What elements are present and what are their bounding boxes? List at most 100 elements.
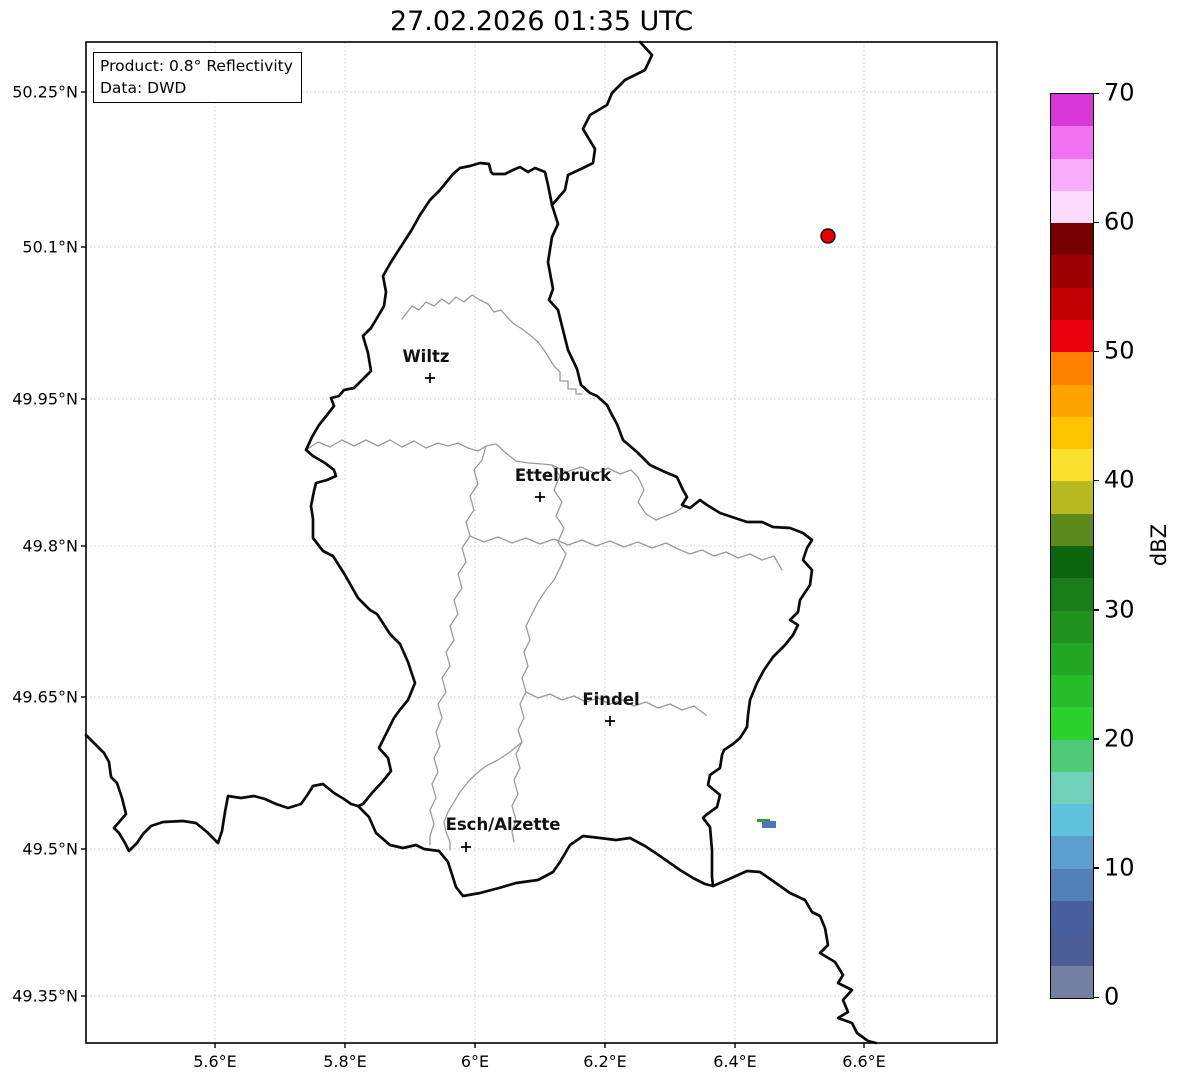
colorbar-segment xyxy=(1051,416,1093,450)
city: Wiltz xyxy=(402,347,450,383)
lon-tick-label: 6.4°E xyxy=(713,1052,757,1071)
lat-tick-label: 50.1°N xyxy=(22,237,78,257)
page-title: 27.02.2026 01:35 UTC xyxy=(389,6,694,37)
country-border-path-east-river xyxy=(546,40,878,1045)
colorbar-segment xyxy=(1051,933,1093,966)
axis-tick-layer xyxy=(81,91,865,1048)
colorbar-tick xyxy=(1094,996,1099,998)
colorbar-tick-label: 60 xyxy=(1104,207,1135,236)
colorbar-tick-label: 40 xyxy=(1104,465,1135,494)
colorbar-tick xyxy=(1094,738,1099,740)
lon-tick-label: 6.6°E xyxy=(842,1052,886,1071)
colorbar-segment xyxy=(1051,804,1093,837)
colorbar-segment xyxy=(1051,255,1093,288)
canton-border-path xyxy=(429,445,487,846)
city: Findel xyxy=(582,690,640,726)
colorbar-segment xyxy=(1051,449,1093,482)
colorbar-segment xyxy=(1051,836,1093,869)
colorbar-segment xyxy=(1051,965,1093,998)
lon-tick-label: 5.8°E xyxy=(323,1052,367,1071)
colorbar-segment xyxy=(1051,901,1093,934)
lat-tick-label: 49.65°N xyxy=(12,687,78,707)
info-box: Product: 0.8° Reflectivity Data: DWD xyxy=(93,52,302,103)
lat-tick-label: 49.8°N xyxy=(22,536,78,556)
lon-tick-label: 5.6°E xyxy=(193,1052,237,1071)
colorbar-tick-label: 30 xyxy=(1104,595,1135,624)
canton-border-path xyxy=(525,691,707,716)
info-box-data-line: Data: DWD xyxy=(100,79,187,97)
lat-tick-label: 49.5°N xyxy=(22,839,78,859)
colorbar-segment xyxy=(1051,94,1093,127)
colorbar-segment xyxy=(1051,126,1093,159)
canton-border-path xyxy=(401,294,583,395)
canton-border-path xyxy=(305,439,553,466)
colorbar-tick-label: 70 xyxy=(1104,78,1135,107)
canton-border-layer xyxy=(305,294,783,851)
city: Ettelbruck xyxy=(515,466,612,502)
city-plus-marker xyxy=(535,492,545,502)
echo-cell xyxy=(757,819,770,822)
colorbar-segment xyxy=(1051,481,1093,514)
colorbar-segment xyxy=(1051,287,1093,320)
country-border-path-west xyxy=(304,172,455,808)
colorbar-segment xyxy=(1051,513,1093,546)
radar-site-dot xyxy=(820,228,836,244)
info-box-product-line: Product: 0.8° Reflectivity xyxy=(100,57,293,75)
canton-border-path xyxy=(469,535,783,571)
colorbar-segment xyxy=(1051,675,1093,708)
colorbar-segment xyxy=(1051,707,1093,740)
colorbar-segment xyxy=(1051,545,1093,579)
colorbar-segment xyxy=(1051,642,1093,676)
colorbar-segment xyxy=(1051,384,1093,417)
colorbar-tick xyxy=(1094,221,1099,224)
colorbar-tick-label: 20 xyxy=(1104,724,1135,753)
colorbar-segment xyxy=(1051,190,1093,224)
city-layer: Wiltz Ettelbruck Findel Esch/Alzette xyxy=(402,347,640,852)
colorbar-segment xyxy=(1051,771,1093,805)
lat-tick-label: 49.95°N xyxy=(12,389,78,409)
city-label: Findel xyxy=(582,690,639,709)
colorbar-segment xyxy=(1051,610,1093,643)
city-label: Ettelbruck xyxy=(515,466,612,485)
colorbar-tick-label: 50 xyxy=(1104,336,1135,365)
colorbar-segment xyxy=(1051,868,1093,902)
country-border-path-north xyxy=(451,161,554,207)
colorbar-tick-label: 0 xyxy=(1104,982,1120,1011)
colorbar-segment xyxy=(1051,223,1093,256)
colorbar-tick xyxy=(1094,609,1099,611)
country-border-path-south xyxy=(356,804,715,898)
colorbar-segment xyxy=(1051,578,1093,611)
radar-site-layer xyxy=(820,228,836,244)
axes-frame xyxy=(85,41,998,1044)
country-border-path-france-west xyxy=(84,733,360,853)
gridline-layer xyxy=(86,42,997,1043)
lon-tick-label: 6.2°E xyxy=(583,1052,627,1071)
city-label: Wiltz xyxy=(402,347,449,366)
lat-tick-label: 50.25°N xyxy=(12,82,78,102)
city-plus-marker xyxy=(461,842,471,852)
city: Esch/Alzette xyxy=(446,815,561,852)
map-svg: Wiltz Ettelbruck Findel Esch/Alzette xyxy=(81,40,998,1048)
colorbar-label: dBZ xyxy=(1147,523,1171,567)
radar-echo-layer xyxy=(757,819,776,828)
echo-cell xyxy=(762,821,776,828)
canton-border-path xyxy=(551,464,684,521)
map-axes: Wiltz Ettelbruck Findel Esch/Alzette xyxy=(81,40,998,1048)
colorbar-tick xyxy=(1094,92,1099,94)
lat-tick-label: 49.35°N xyxy=(12,986,78,1006)
city-plus-marker xyxy=(425,373,435,383)
city-plus-marker xyxy=(605,716,615,726)
city-label: Esch/Alzette xyxy=(446,815,561,834)
colorbar-tick-label: 10 xyxy=(1104,853,1135,882)
canton-border-path xyxy=(443,741,523,851)
colorbar-tick xyxy=(1094,350,1099,353)
colorbar-tick xyxy=(1094,867,1099,869)
colorbar-tick xyxy=(1094,479,1099,482)
colorbar-segment xyxy=(1051,319,1093,353)
canton-border-path xyxy=(511,464,567,843)
colorbar-segment xyxy=(1051,352,1093,385)
colorbar-segment xyxy=(1051,158,1093,191)
colorbar-segment xyxy=(1051,739,1093,772)
colorbar xyxy=(1050,93,1094,999)
